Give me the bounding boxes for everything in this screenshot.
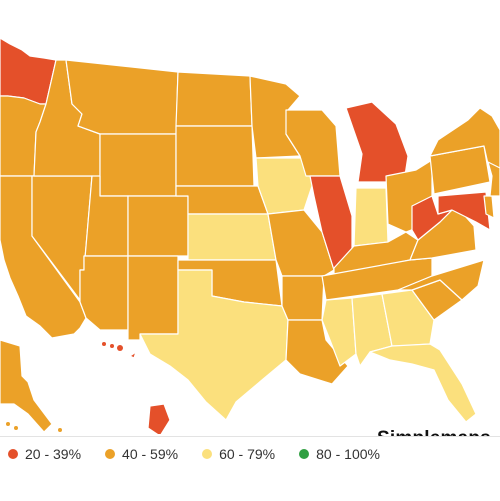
state-nj[interactable] — [487, 161, 500, 197]
legend-swatch-80-100 — [299, 449, 310, 459]
alaska-island-2[interactable] — [14, 426, 18, 430]
state-wy[interactable] — [99, 133, 177, 197]
state-nm[interactable] — [127, 255, 179, 341]
states-layer — [0, 37, 500, 434]
legend-item-40-59[interactable]: 40 - 59% — [105, 446, 178, 462]
legend-items: 20 - 39% 40 - 59% 60 - 79% 80 - 100% — [8, 443, 404, 465]
legend-item-20-39[interactable]: 20 - 39% — [8, 446, 81, 462]
legend-label: 80 - 100% — [316, 446, 380, 462]
state-nc[interactable] — [397, 259, 485, 301]
legend-item-80-100[interactable]: 80 - 100% — [299, 446, 380, 462]
state-in[interactable] — [353, 187, 389, 247]
legend-label: 40 - 59% — [122, 446, 179, 462]
hawaii-island-1[interactable] — [117, 345, 123, 351]
alaska-island-3[interactable] — [58, 428, 62, 432]
legend-label: 20 - 39% — [25, 446, 82, 462]
state-mo[interactable] — [267, 209, 335, 277]
hawaii-island-3[interactable] — [110, 344, 114, 348]
state-wv[interactable] — [411, 195, 453, 241]
state-ak[interactable] — [0, 339, 53, 433]
state-sd[interactable] — [175, 125, 255, 187]
state-ar[interactable] — [281, 275, 325, 321]
state-fl[interactable] — [369, 343, 477, 423]
state-nd[interactable] — [175, 71, 253, 127]
state-ny[interactable] — [429, 107, 500, 181]
state-wa[interactable] — [0, 37, 57, 105]
state-hi[interactable] — [129, 351, 171, 434]
legend-swatch-40-59 — [105, 449, 116, 459]
state-co[interactable] — [127, 195, 189, 257]
map-canvas — [0, 37, 500, 434]
legend-swatch-20-39 — [8, 449, 18, 459]
legend-swatch-60-79 — [202, 449, 213, 459]
state-md[interactable] — [437, 191, 491, 231]
state-mi[interactable] — [345, 101, 409, 183]
state-mt[interactable] — [65, 59, 179, 135]
hawaii-island-2[interactable] — [102, 342, 106, 346]
state-ne[interactable] — [175, 185, 269, 215]
alaska-island-1[interactable] — [6, 422, 10, 426]
state-az[interactable] — [79, 255, 129, 331]
map-legend: 20 - 39% 40 - 59% 60 - 79% 80 - 100% — [0, 436, 500, 501]
legend-label: 60 - 79% — [219, 446, 276, 462]
state-ks[interactable] — [187, 213, 277, 261]
state-de[interactable] — [483, 195, 495, 219]
state-la[interactable] — [285, 319, 349, 385]
us-choropleth-map — [0, 37, 500, 434]
legend-item-60-79[interactable]: 60 - 79% — [202, 446, 275, 462]
